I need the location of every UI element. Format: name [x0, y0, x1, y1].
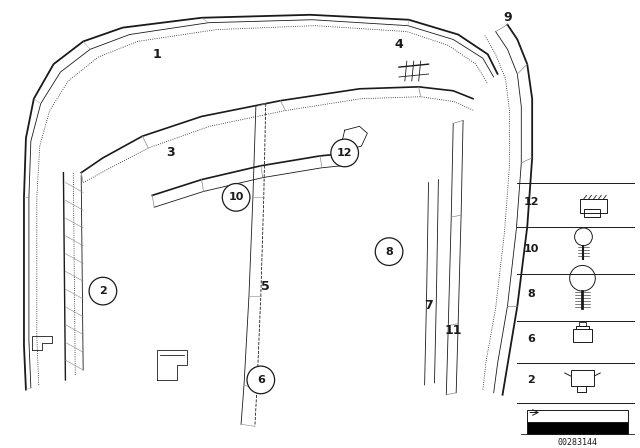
Text: 10: 10 [524, 244, 539, 254]
Text: 00283144: 00283144 [557, 438, 598, 447]
Circle shape [375, 238, 403, 266]
Text: 5: 5 [261, 280, 270, 293]
Circle shape [89, 277, 116, 305]
Text: 7: 7 [424, 299, 433, 312]
Bar [584, 209, 600, 217]
Text: 11: 11 [444, 324, 462, 337]
Bar [580, 199, 607, 213]
Text: 4: 4 [395, 38, 403, 51]
Text: 12: 12 [337, 148, 353, 158]
Text: 9: 9 [503, 11, 512, 24]
Bar [527, 422, 628, 434]
Text: 3: 3 [166, 146, 174, 159]
Text: 6: 6 [527, 335, 535, 345]
Circle shape [222, 184, 250, 211]
Bar [579, 322, 586, 326]
Text: 6: 6 [257, 375, 265, 385]
Text: 8: 8 [385, 247, 393, 257]
Text: 8: 8 [527, 289, 535, 299]
Bar [527, 409, 628, 425]
Text: 2: 2 [527, 375, 535, 385]
Text: 10: 10 [228, 192, 244, 202]
Text: 12: 12 [524, 197, 539, 207]
Text: 2: 2 [99, 286, 107, 296]
Bar [573, 328, 593, 342]
Bar [571, 370, 595, 386]
Circle shape [331, 139, 358, 167]
Text: 1: 1 [153, 48, 161, 61]
Circle shape [247, 366, 275, 394]
